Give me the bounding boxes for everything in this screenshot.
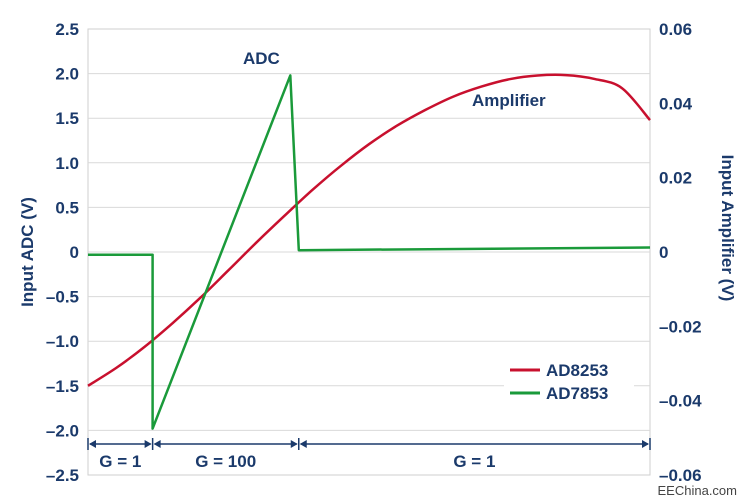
watermark: EEChina.com bbox=[658, 483, 737, 498]
left-tick-label: 2.5 bbox=[55, 20, 79, 39]
left-tick-label: 0 bbox=[70, 243, 79, 262]
legend-label-ad8253: AD8253 bbox=[546, 361, 608, 380]
region-arrowhead bbox=[153, 440, 161, 448]
adc-annotation: ADC bbox=[243, 49, 280, 68]
left-tick-label: 0.5 bbox=[55, 198, 79, 217]
region-arrowhead bbox=[290, 440, 298, 448]
legend-box bbox=[504, 358, 634, 404]
series-line-ad7853 bbox=[88, 74, 651, 430]
left-tick-label: –1.5 bbox=[46, 377, 79, 396]
right-axis-title: Input Amplifier (V) bbox=[718, 155, 737, 302]
left-tick-label: –2.5 bbox=[46, 466, 79, 485]
right-tick-label: –0.02 bbox=[659, 317, 702, 336]
gain-regions: G = 1 G = 100 G = 1 bbox=[87, 438, 651, 471]
amplifier-annotation: Amplifier bbox=[472, 91, 546, 110]
legend: AD8253 AD7853 bbox=[504, 358, 634, 404]
region-label: G = 1 bbox=[99, 452, 141, 471]
right-tick-label: 0 bbox=[659, 243, 668, 262]
left-tick-label: 2.0 bbox=[55, 65, 79, 84]
series-line-ad8253 bbox=[87, 73, 651, 387]
left-tick-label: –0.5 bbox=[46, 288, 79, 307]
right-tick-label: –0.06 bbox=[659, 466, 702, 485]
left-axis-title: Input ADC (V) bbox=[18, 197, 37, 307]
region-arrowhead bbox=[642, 440, 649, 448]
legend-label-ad7853: AD7853 bbox=[546, 384, 608, 403]
region-label: G = 1 bbox=[453, 452, 495, 471]
right-tick-label: 0.04 bbox=[659, 94, 693, 113]
right-tick-label: –0.04 bbox=[659, 392, 702, 411]
right-tick-label: 0.06 bbox=[659, 20, 692, 39]
region-arrowhead bbox=[144, 440, 152, 448]
left-axis-ticks: 2.5 2.0 1.5 1.0 0.5 0 –0.5 –1.0 –1.5 –2.0 –2.5 bbox=[46, 20, 79, 485]
right-tick-label: 0.02 bbox=[659, 169, 692, 188]
left-tick-label: –2.0 bbox=[46, 421, 79, 440]
left-tick-label: 1.0 bbox=[55, 154, 79, 173]
left-tick-label: –1.0 bbox=[46, 332, 79, 351]
region-arrowhead bbox=[89, 440, 96, 448]
region-label: G = 100 bbox=[195, 452, 256, 471]
region-arrowhead bbox=[299, 440, 307, 448]
left-tick-label: 1.5 bbox=[55, 109, 79, 128]
series-layer bbox=[87, 73, 651, 430]
right-axis-ticks: 0.06 0.04 0.02 0 –0.02 –0.04 –0.06 bbox=[659, 20, 702, 485]
